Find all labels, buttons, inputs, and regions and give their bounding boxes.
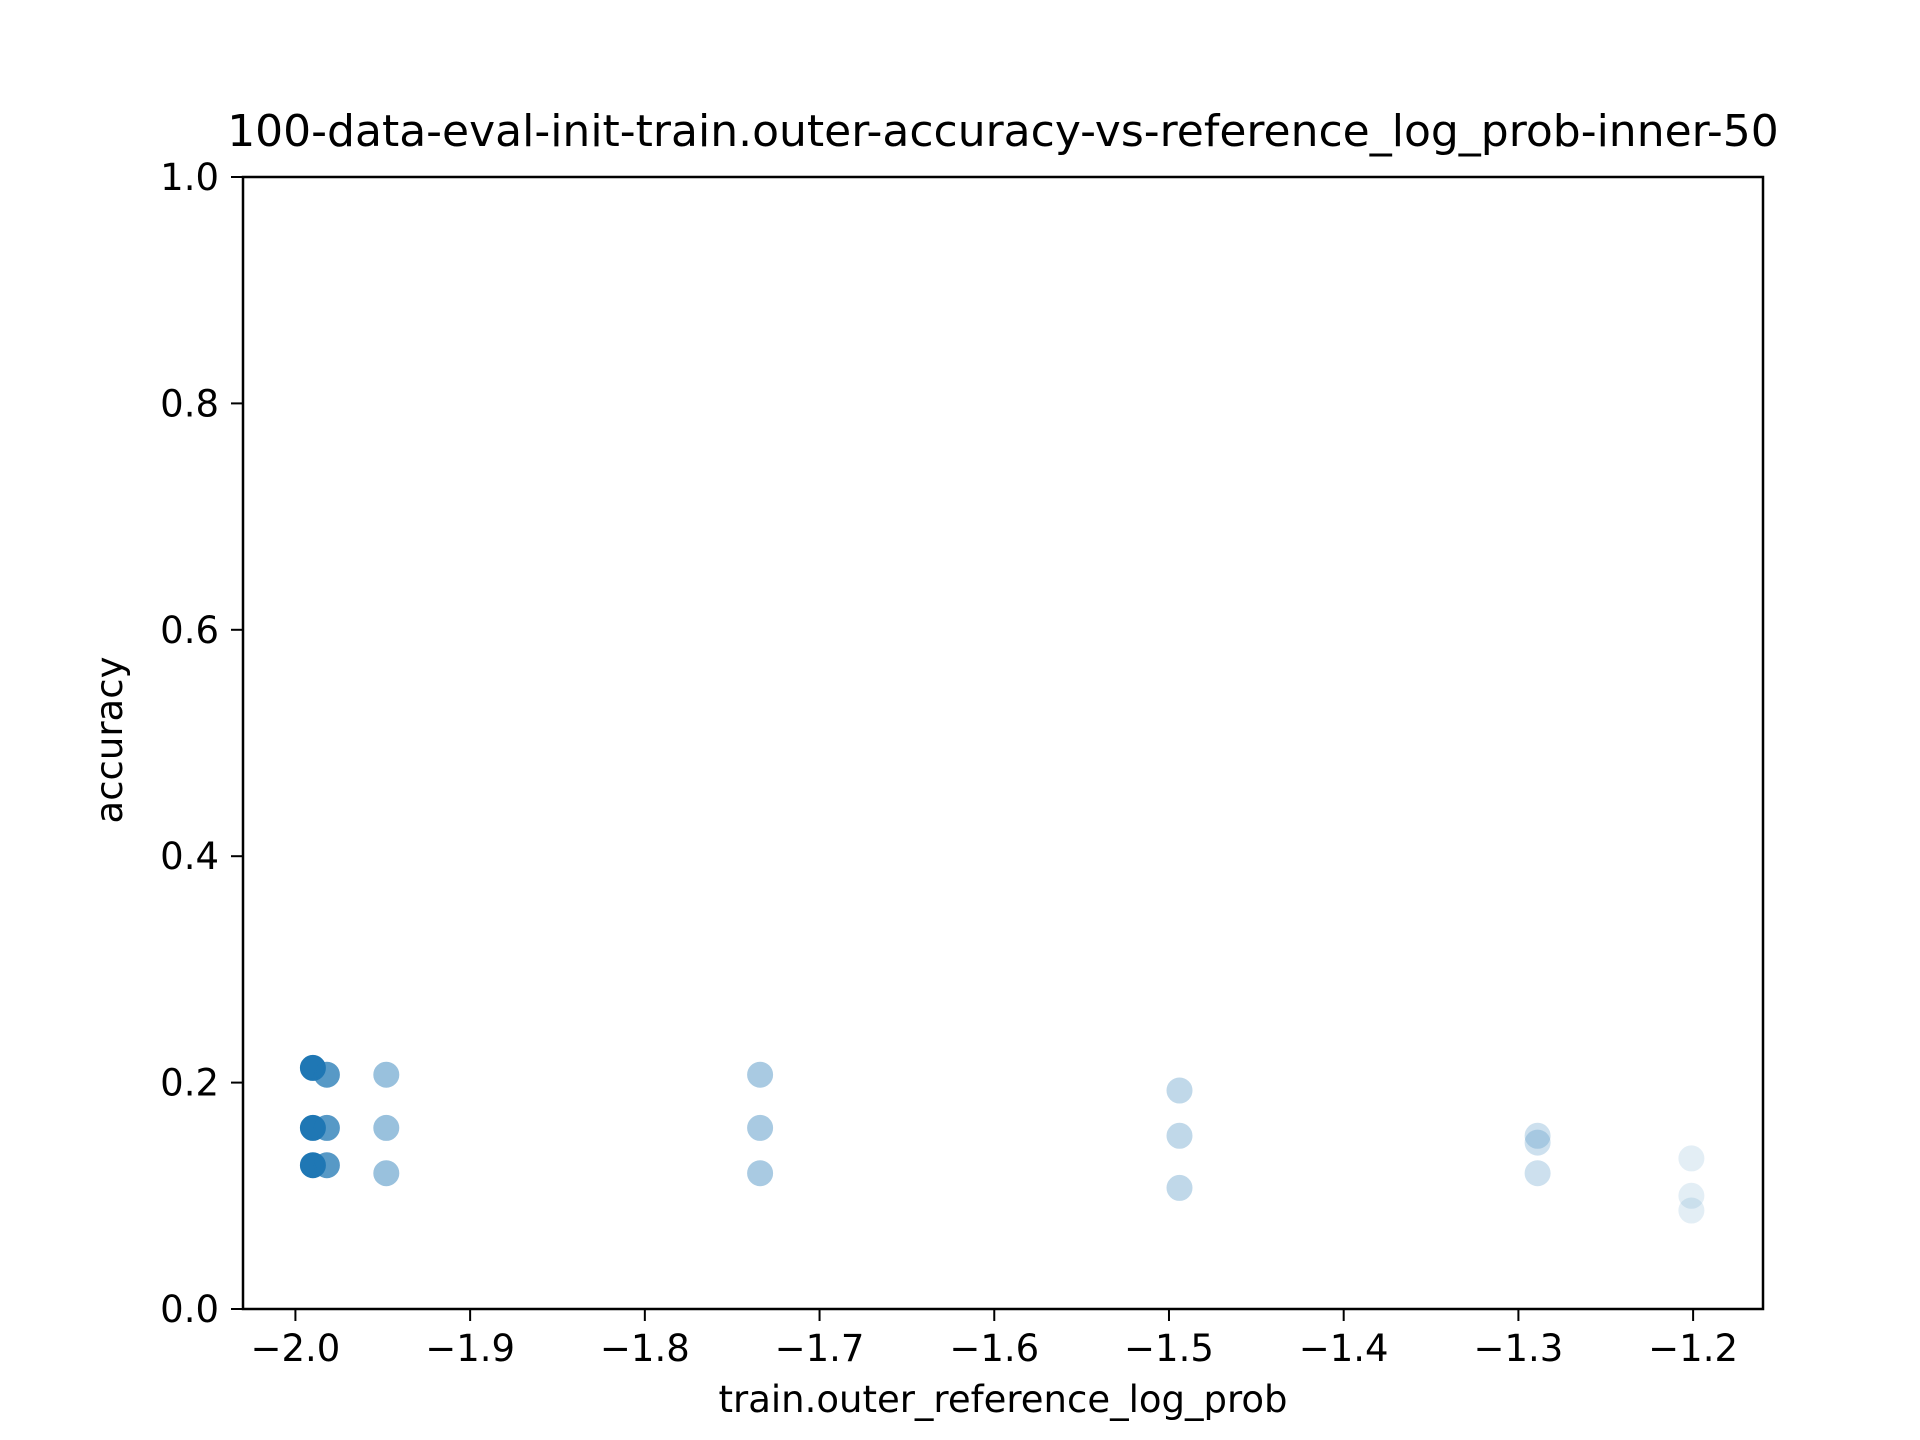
x-tick-label: −1.5 — [1124, 1327, 1214, 1370]
data-point — [1524, 1129, 1551, 1156]
data-point — [1524, 1122, 1551, 1149]
data-point — [1678, 1145, 1705, 1172]
y-tick-label: 0.4 — [160, 835, 219, 878]
y-axis-ticks: 0.0 0.2 0.4 0.6 0.8 1.0 — [160, 156, 243, 1331]
data-point — [1166, 1174, 1193, 1201]
y-tick-label: 0.2 — [160, 1062, 219, 1105]
x-tick-label: −1.2 — [1648, 1327, 1738, 1370]
y-axis-label: accuracy — [88, 657, 131, 824]
data-point — [747, 1160, 774, 1187]
data-point — [1524, 1160, 1551, 1187]
y-tick-label: 0.0 — [160, 1288, 219, 1331]
data-point — [373, 1114, 400, 1141]
data-point — [313, 1061, 340, 1088]
x-axis-label: train.outer_reference_log_prob — [718, 1378, 1287, 1421]
data-point — [747, 1061, 774, 1088]
data-point — [1678, 1182, 1705, 1209]
data-point — [1678, 1197, 1705, 1224]
plot-frame — [241, 175, 1765, 1311]
data-point — [313, 1152, 340, 1179]
data-point — [373, 1160, 400, 1187]
x-tick-label: −1.7 — [775, 1327, 865, 1370]
chart-title: 100-data-eval-init-train.outer-accuracy-… — [227, 106, 1779, 157]
y-tick-label: 1.0 — [160, 156, 219, 199]
data-point — [747, 1114, 774, 1141]
data-point — [1166, 1122, 1193, 1149]
data-point — [1166, 1077, 1193, 1104]
x-tick-label: −1.3 — [1473, 1327, 1563, 1370]
y-tick-label: 0.6 — [160, 609, 219, 652]
y-tick-label: 0.8 — [160, 382, 219, 425]
x-tick-label: −1.6 — [949, 1327, 1039, 1370]
x-tick-label: −1.4 — [1299, 1327, 1389, 1370]
data-points — [299, 1054, 1705, 1224]
data-point — [373, 1061, 400, 1088]
x-tick-label: −1.8 — [600, 1327, 690, 1370]
x-tick-label: −2.0 — [250, 1327, 340, 1370]
x-tick-label: −1.9 — [425, 1327, 515, 1370]
x-axis-ticks: −2.0 −1.9 −1.8 −1.7 −1.6 −1.5 −1.4 −1.3 −1.2 — [250, 1309, 1738, 1370]
data-point — [313, 1114, 340, 1141]
